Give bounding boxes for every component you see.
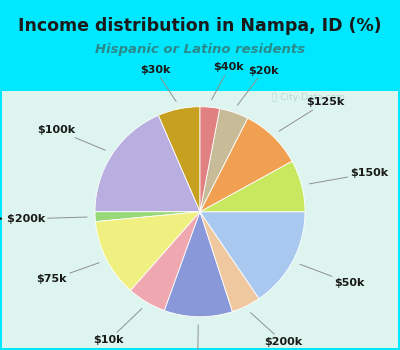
Text: ⓘ City-Data.com: ⓘ City-Data.com <box>272 93 344 103</box>
Text: $30k: $30k <box>140 65 176 102</box>
Text: $150k: $150k <box>310 168 389 184</box>
Wedge shape <box>95 116 200 212</box>
Wedge shape <box>158 107 200 212</box>
Text: $50k: $50k <box>300 264 365 288</box>
Text: $60k: $60k <box>182 325 213 350</box>
Text: $10k: $10k <box>94 309 142 345</box>
Text: $125k: $125k <box>279 97 344 131</box>
Text: Income distribution in Nampa, ID (%): Income distribution in Nampa, ID (%) <box>18 17 382 35</box>
Text: $75k: $75k <box>37 263 99 285</box>
Wedge shape <box>200 108 248 212</box>
Text: $200k: $200k <box>250 313 302 347</box>
FancyBboxPatch shape <box>2 91 398 348</box>
Wedge shape <box>164 212 232 317</box>
Wedge shape <box>200 212 259 312</box>
Text: Hispanic or Latino residents: Hispanic or Latino residents <box>95 42 305 56</box>
Wedge shape <box>200 212 305 299</box>
Wedge shape <box>130 212 200 310</box>
Wedge shape <box>200 118 292 212</box>
Wedge shape <box>200 107 220 212</box>
Wedge shape <box>200 161 305 212</box>
Text: > $200k: > $200k <box>0 214 87 224</box>
Wedge shape <box>95 212 200 222</box>
Text: $100k: $100k <box>37 125 105 150</box>
Text: $20k: $20k <box>237 66 279 105</box>
Text: $40k: $40k <box>212 63 244 99</box>
Wedge shape <box>96 212 200 290</box>
